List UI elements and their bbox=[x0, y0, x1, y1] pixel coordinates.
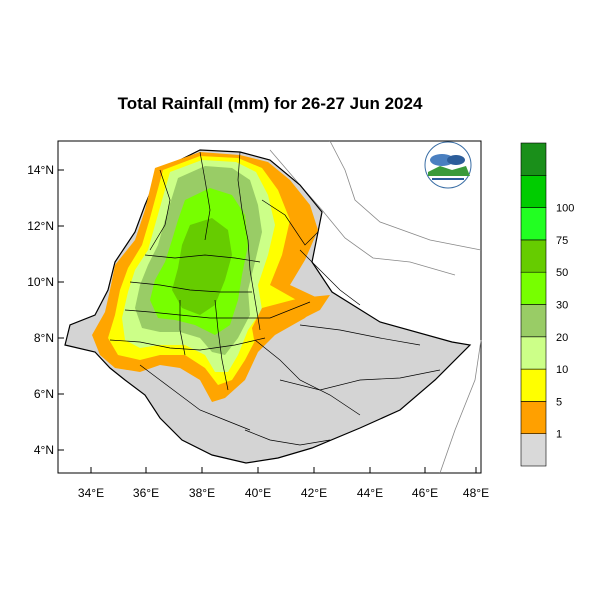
legend-swatch bbox=[520, 336, 547, 370]
y-tick-label: 8°N bbox=[34, 331, 54, 345]
legend-swatch bbox=[520, 433, 547, 467]
y-axis: 14°N 12°N 10°N 8°N 6°N 4°N bbox=[27, 163, 64, 457]
legend-swatch bbox=[520, 304, 547, 338]
coastline-south bbox=[439, 339, 482, 474]
legend-level-label: 20 bbox=[556, 332, 568, 344]
legend-swatch bbox=[520, 368, 547, 402]
legend-level-label: 50 bbox=[556, 267, 568, 279]
x-tick-label: 48°E bbox=[463, 486, 489, 500]
y-tick-label: 12°N bbox=[27, 219, 54, 233]
legend-swatch bbox=[520, 271, 547, 305]
x-tick-label: 36°E bbox=[133, 486, 159, 500]
y-tick-label: 4°N bbox=[34, 443, 54, 457]
x-tick-label: 38°E bbox=[189, 486, 215, 500]
x-axis: 34°E 36°E 38°E 40°E 42°E 44°E 46°E 48°E bbox=[78, 467, 489, 500]
legend-labels: 1 5 10 20 30 50 75 100 bbox=[556, 203, 574, 441]
legend-level-label: 1 bbox=[556, 429, 562, 441]
legend-colorbar bbox=[520, 142, 547, 467]
y-tick-label: 14°N bbox=[27, 163, 54, 177]
x-tick-label: 40°E bbox=[245, 486, 271, 500]
legend-swatch bbox=[520, 142, 547, 176]
nmi-logo bbox=[424, 141, 472, 189]
y-tick-label: 10°N bbox=[27, 275, 54, 289]
y-tick-label: 6°N bbox=[34, 387, 54, 401]
legend-level-label: 100 bbox=[556, 203, 574, 215]
map-title: Total Rainfall (mm) for 26-27 Jun 2024 bbox=[117, 94, 423, 113]
legend-swatch bbox=[520, 401, 547, 434]
x-tick-label: 34°E bbox=[78, 486, 104, 500]
zone-east-orange bbox=[252, 295, 330, 345]
map-area bbox=[64, 140, 482, 474]
legend-level-label: 30 bbox=[556, 300, 568, 312]
x-tick-label: 44°E bbox=[357, 486, 383, 500]
legend-level-label: 5 bbox=[556, 396, 562, 408]
legend-level-label: 10 bbox=[556, 364, 568, 376]
legend-level-label: 75 bbox=[556, 235, 568, 247]
coastline bbox=[329, 140, 482, 251]
zone-dark-green bbox=[172, 218, 232, 315]
legend-swatch bbox=[520, 239, 547, 273]
legend-swatch bbox=[520, 175, 547, 208]
regional-borders bbox=[109, 151, 441, 446]
legend-swatch bbox=[520, 207, 547, 241]
x-tick-label: 46°E bbox=[412, 486, 438, 500]
x-tick-label: 42°E bbox=[301, 486, 327, 500]
